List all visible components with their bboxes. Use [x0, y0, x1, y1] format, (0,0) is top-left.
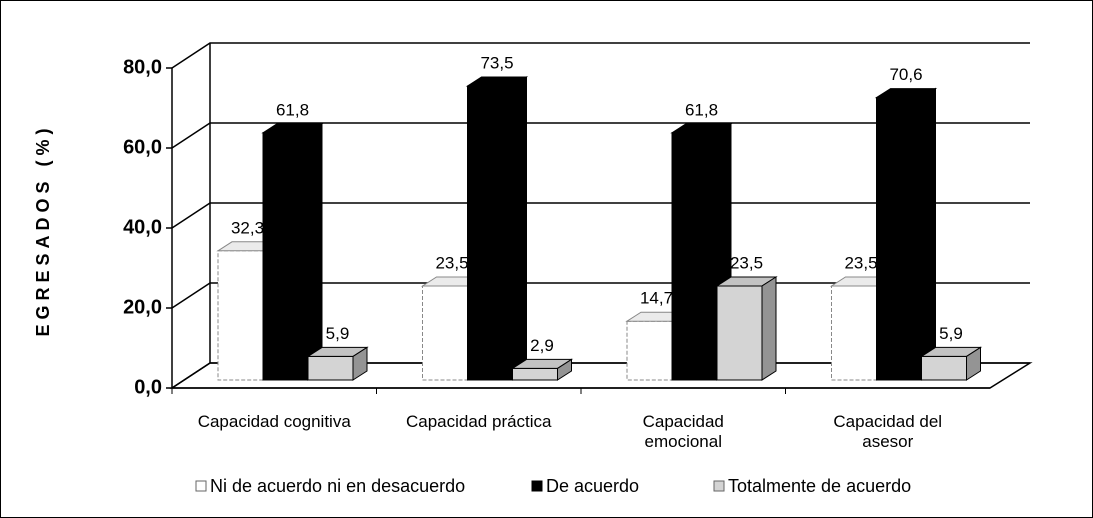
- legend-swatch: [531, 480, 543, 492]
- data-label: 5,9: [326, 324, 350, 343]
- bar-front: [671, 132, 718, 381]
- data-label: 32,3: [231, 218, 264, 237]
- grid-line: [171, 42, 1030, 69]
- bar-front: [831, 285, 877, 381]
- data-label: 23,5: [435, 253, 468, 272]
- bar-front: [262, 132, 309, 381]
- bar-front: [422, 285, 468, 381]
- bar-front: [512, 367, 558, 381]
- bar-front: [307, 355, 354, 381]
- data-label: 73,5: [480, 53, 513, 72]
- bar-side: [761, 276, 777, 381]
- bar-side: [966, 346, 981, 381]
- bar-side: [921, 87, 936, 381]
- data-label: 5,9: [939, 324, 963, 343]
- x-tick-label: Capacidad cognitiva: [197, 412, 351, 431]
- grid-line: [171, 202, 1030, 229]
- bar-side: [307, 122, 323, 381]
- bar-front: [467, 85, 513, 381]
- bar-front: [626, 320, 673, 381]
- bar-front: [217, 250, 264, 381]
- y-axis-title: EGRESADOS (%): [33, 123, 53, 336]
- data-label: 23,5: [844, 253, 877, 272]
- y-tick-label: 20,0: [123, 296, 162, 318]
- x-tick-label: Capacidad práctica: [405, 412, 552, 431]
- y-tick-label: 60,0: [123, 136, 162, 158]
- y-tick-label: 0,0: [134, 376, 162, 398]
- bar-side: [352, 346, 368, 381]
- data-label: 70,6: [889, 65, 922, 84]
- bar-side: [557, 358, 572, 381]
- legend-swatch: [195, 480, 207, 492]
- data-label: 2,9: [530, 336, 554, 355]
- data-label: 61,8: [276, 100, 309, 119]
- legend-swatch: [713, 480, 725, 492]
- data-label: 14,7: [640, 289, 673, 308]
- bar-front: [716, 285, 763, 381]
- legend-label: De acuerdo: [546, 476, 639, 496]
- data-label: 23,5: [730, 253, 763, 272]
- y-tick-label: 80,0: [123, 56, 162, 78]
- x-tick-label: Capacidad emocional: [642, 412, 724, 451]
- grid-line: [171, 122, 1030, 149]
- y-tick-label: 40,0: [123, 216, 162, 238]
- bar-front: [876, 97, 922, 381]
- bar-side: [512, 76, 527, 381]
- bar-front: [921, 355, 967, 381]
- legend-label: Totalmente de acuerdo: [728, 476, 911, 496]
- data-label: 61,8: [685, 100, 718, 119]
- legend-label: Ni de acuerdo ni en desacuerdo: [210, 476, 465, 496]
- x-tick-label: Capacidad del asesor: [833, 412, 943, 451]
